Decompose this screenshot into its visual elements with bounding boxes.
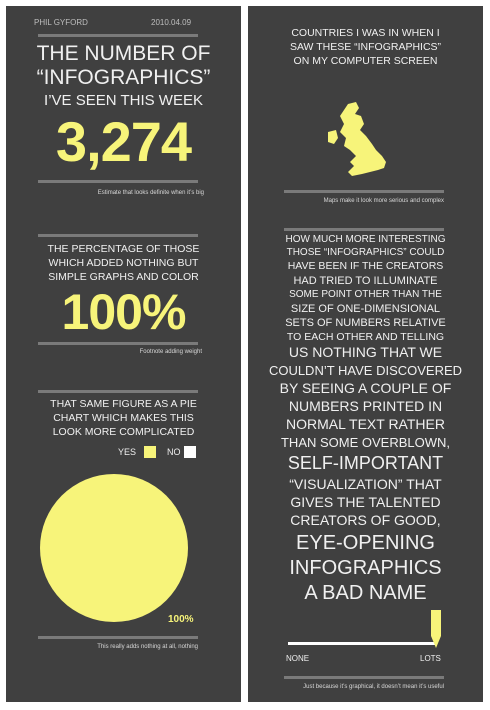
rant-line: US NOTHING THAT WE: [288, 344, 443, 360]
divider: [38, 180, 198, 183]
divider: [284, 676, 444, 679]
footnote-estimate: Estimate that looks definite when it’s b…: [97, 190, 204, 196]
scale-label-lots: LOTS: [420, 654, 441, 663]
footnote-maps: Maps make it look more serious and compl…: [323, 198, 444, 204]
divider: [38, 34, 198, 37]
pie-heading-line-2: CHART WHICH MAKES THIS: [53, 412, 194, 424]
pie-heading-line-3: LOOK MORE COMPLICATED: [52, 426, 195, 438]
rant-line: THOSE “INFOGRAPHICS” COULD: [286, 247, 445, 258]
percentage-heading-line-3: SIMPLE GRAPHS AND COLOR: [48, 271, 199, 283]
rant-line: HAVE BEEN IF THE CREATORS: [287, 260, 444, 272]
legend-no-label: NO: [167, 447, 181, 457]
scale-marker: [431, 610, 441, 648]
rant-line: GIVES THE TALENTED: [290, 494, 441, 510]
pie-chart: [40, 474, 188, 622]
divider: [284, 228, 444, 231]
right-panel: COUNTRIES I WAS IN WHEN I SAW THESE “INF…: [248, 6, 483, 702]
scale-label-none: NONE: [286, 654, 310, 663]
rant-line: EYE-OPENING: [296, 532, 435, 554]
divider: [38, 636, 198, 639]
countries-heading-line-2: SAW THESE “INFOGRAPHICS”: [289, 41, 442, 53]
rant-line: SELF-IMPORTANT: [287, 453, 444, 473]
rant-line: CREATORS OF GOOD,: [290, 512, 441, 528]
rant-line: THAN SOME OVERBLOWN,: [280, 435, 451, 450]
post-date: 2010.04.09: [151, 18, 192, 27]
percentage-heading-line-1: THE PERCENTAGE OF THOSE: [47, 243, 200, 255]
scale-track: [288, 642, 436, 645]
pie-heading-line-1: THAT SAME FIGURE AS A PIE: [50, 398, 197, 410]
rant-line: BY SEEING A COUPLE OF: [279, 380, 452, 396]
author-name: PHIL GYFORD: [34, 18, 88, 27]
percentage-heading-line-2: WHICH ADDED NOTHING BUT: [48, 257, 199, 269]
title-line-3: I’VE SEEN THIS WEEK: [44, 92, 203, 109]
rant-line: NUMBERS PRINTED IN: [288, 398, 443, 414]
divider: [284, 190, 444, 193]
big-number: 3,274: [55, 110, 192, 173]
legend-yes-label: YES: [118, 447, 137, 457]
title-line-1: THE NUMBER OF: [36, 42, 211, 65]
pie-percent-label: 100%: [168, 614, 194, 625]
rant-line: A BAD NAME: [304, 582, 427, 604]
scale-bar: [288, 610, 441, 648]
uk-map-icon: [328, 102, 386, 176]
rant-line: HAD TRIED TO ILLUMINATE: [293, 275, 438, 287]
rant-line: TO EACH OTHER AND TELLING: [286, 331, 445, 343]
rant-line: SIZE OF ONE-DIMENSIONAL: [290, 303, 441, 315]
left-panel: PHIL GYFORD 2010.04.09 THE NUMBER OF “IN…: [6, 6, 241, 702]
pie-slice-yes: [40, 474, 188, 622]
legend-no-swatch: [184, 446, 196, 458]
divider: [38, 342, 198, 345]
rant-line: SOME POINT OTHER THAN THE: [289, 289, 442, 300]
title-line-2: “INFOGRAPHICS”: [36, 66, 211, 89]
footnote-weight: Footnote adding weight: [139, 349, 202, 355]
footnote-nothing: This really adds nothing at all, nothing: [97, 644, 198, 650]
rant-line: SETS OF NUMBERS RELATIVE: [285, 317, 446, 329]
rant-line: INFOGRAPHICS: [289, 557, 442, 579]
legend-yes-swatch: [144, 446, 156, 458]
rant-line: “VISUALIZATION” THAT: [289, 476, 442, 492]
countries-heading-line-3: ON MY COMPUTER SCREEN: [293, 55, 438, 67]
countries-heading-line-1: COUNTRIES I WAS IN WHEN I: [291, 27, 440, 39]
rant-line: HOW MUCH MORE INTERESTING: [285, 234, 446, 245]
big-percent: 100%: [61, 284, 187, 340]
rant-line: NORMAL TEXT RATHER: [286, 416, 445, 432]
divider: [38, 234, 198, 237]
divider: [38, 390, 198, 393]
rant-line: COULDN’T HAVE DISCOVERED: [268, 363, 463, 378]
footnote-useful: Just because it’s graphical, it doesn’t …: [303, 684, 444, 690]
